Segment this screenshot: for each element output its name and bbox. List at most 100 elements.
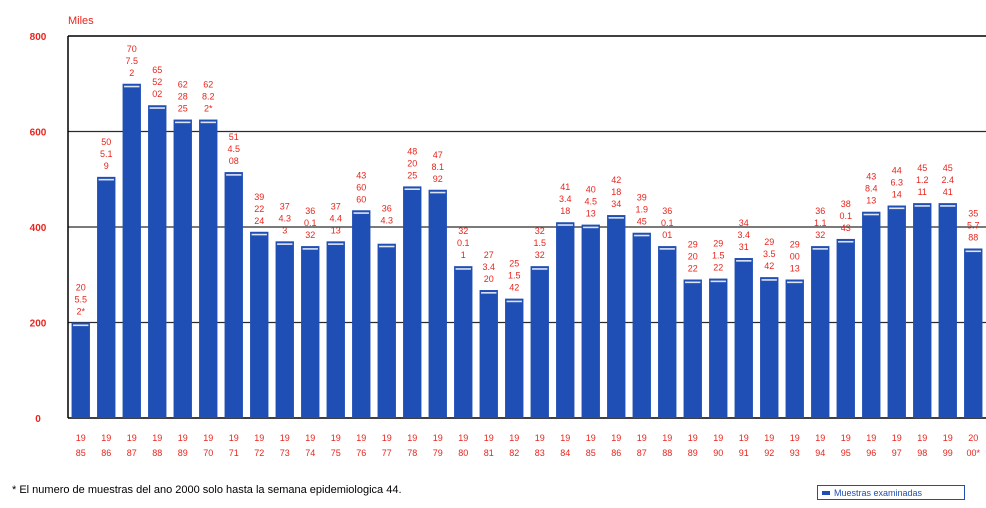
x-tick-label: 19 — [841, 433, 851, 443]
x-tick-label: 19 — [943, 433, 953, 443]
data-label: 36 — [662, 206, 672, 216]
bar-fill — [454, 266, 473, 418]
x-tick-label: 97 — [892, 448, 902, 458]
data-label: 62 — [203, 80, 213, 90]
x-tick-label: 19 — [458, 433, 468, 443]
data-label: 22 — [713, 263, 723, 273]
legend-swatch — [822, 490, 830, 495]
x-tick-label: 19 — [203, 433, 213, 443]
data-label: 32 — [535, 226, 545, 236]
x-tick-label: 98 — [917, 448, 927, 458]
data-label: 5.1 — [100, 149, 113, 159]
data-label: 35 — [968, 208, 978, 218]
data-label: 24 — [254, 216, 264, 226]
x-tick-label: 86 — [101, 448, 111, 458]
x-tick-label: 99 — [943, 448, 953, 458]
data-label: 9 — [104, 161, 109, 171]
bar-fill — [71, 322, 90, 418]
x-tick-label: 19 — [815, 433, 825, 443]
x-tick-label: 83 — [535, 448, 545, 458]
data-label: 31 — [739, 242, 749, 252]
data-label: 32 — [535, 250, 545, 260]
x-tick-label: 93 — [790, 448, 800, 458]
bar-highlight — [608, 217, 624, 219]
data-label: 18 — [560, 206, 570, 216]
x-tick-label: 74 — [305, 448, 315, 458]
bar-highlight — [430, 191, 446, 194]
bar — [454, 266, 473, 418]
bar-highlight — [302, 248, 318, 250]
bar-highlight — [481, 292, 497, 294]
data-label: 5.5 — [74, 295, 87, 305]
data-label: 39 — [254, 192, 264, 202]
bar — [224, 172, 243, 418]
bar — [377, 243, 396, 418]
data-label: 7.5 — [125, 56, 138, 66]
data-label: 43 — [841, 223, 851, 233]
bar-highlight — [404, 188, 420, 191]
bar-fill — [479, 290, 498, 418]
legend: Muestras examinadas — [817, 485, 965, 500]
x-tick-label: 77 — [382, 448, 392, 458]
data-label: 13 — [586, 209, 596, 219]
bar-fill — [632, 232, 651, 418]
bar-highlight — [557, 224, 573, 226]
bar — [122, 83, 141, 418]
data-label: 00 — [790, 252, 800, 262]
bar-fill — [224, 172, 243, 418]
bar-highlight — [685, 281, 701, 284]
x-tick-label: 91 — [739, 448, 749, 458]
bar-fill — [913, 203, 932, 418]
data-labels: 20 5.5 2* 50 5.1 9 70 7.5 2 65 52 02 62 28 25 62 8.2 2* 51… — [74, 44, 979, 317]
data-label: 42 — [611, 175, 621, 185]
bar-fill — [301, 246, 320, 418]
y-axis-ticks: 0 200 400 600 800 — [30, 32, 47, 425]
bar — [352, 210, 371, 418]
data-label: 1.5 — [533, 238, 546, 248]
data-label: 8.1 — [431, 162, 444, 172]
data-label: 70 — [127, 44, 137, 54]
y-tick-label: 200 — [30, 319, 47, 330]
x-tick-label: 19 — [254, 433, 264, 443]
bar — [581, 224, 600, 418]
x-tick-label: 19 — [688, 433, 698, 443]
bar-highlight — [328, 243, 344, 245]
data-label: 3.4 — [737, 230, 750, 240]
y-tick-label: 800 — [30, 32, 47, 43]
data-label: 25 — [509, 259, 519, 269]
bar — [173, 119, 192, 418]
bar-highlight — [583, 226, 599, 229]
bar-highlight — [455, 268, 471, 270]
data-label: 32 — [815, 230, 825, 240]
bar-fill — [709, 278, 728, 418]
bar-highlight — [506, 300, 522, 303]
data-label: 11 — [918, 187, 927, 197]
data-label: 45 — [637, 217, 647, 227]
data-label: 1.5 — [508, 271, 521, 281]
x-tick-label: 19 — [433, 433, 443, 443]
bar-fill — [275, 241, 294, 418]
data-label: 18 — [611, 187, 621, 197]
bar-fill — [326, 241, 345, 418]
data-label: 39 — [637, 193, 647, 203]
x-axis-ticks: 19 85 19 86 19 87 19 88 19 89 19 70 19 71 19 72 19 73 19 74… — [76, 433, 981, 458]
data-label: 4.4 — [329, 213, 342, 223]
bar — [71, 322, 90, 418]
bar-fill — [658, 246, 677, 418]
x-tick-label: 19 — [76, 433, 86, 443]
x-tick-label: 75 — [331, 448, 341, 458]
bar — [734, 258, 753, 418]
bar-highlight — [277, 243, 293, 245]
data-label: 60 — [356, 194, 366, 204]
data-label: 36 — [305, 206, 315, 216]
bar-highlight — [175, 121, 191, 124]
x-tick-label: 19 — [407, 433, 417, 443]
bar — [760, 277, 779, 418]
data-label: 8.2 — [202, 92, 215, 102]
data-label: 43 — [356, 170, 366, 180]
data-label: 2* — [76, 307, 85, 317]
bar-fill — [683, 279, 702, 418]
x-tick-label: 19 — [535, 433, 545, 443]
bar-highlight — [787, 281, 803, 284]
